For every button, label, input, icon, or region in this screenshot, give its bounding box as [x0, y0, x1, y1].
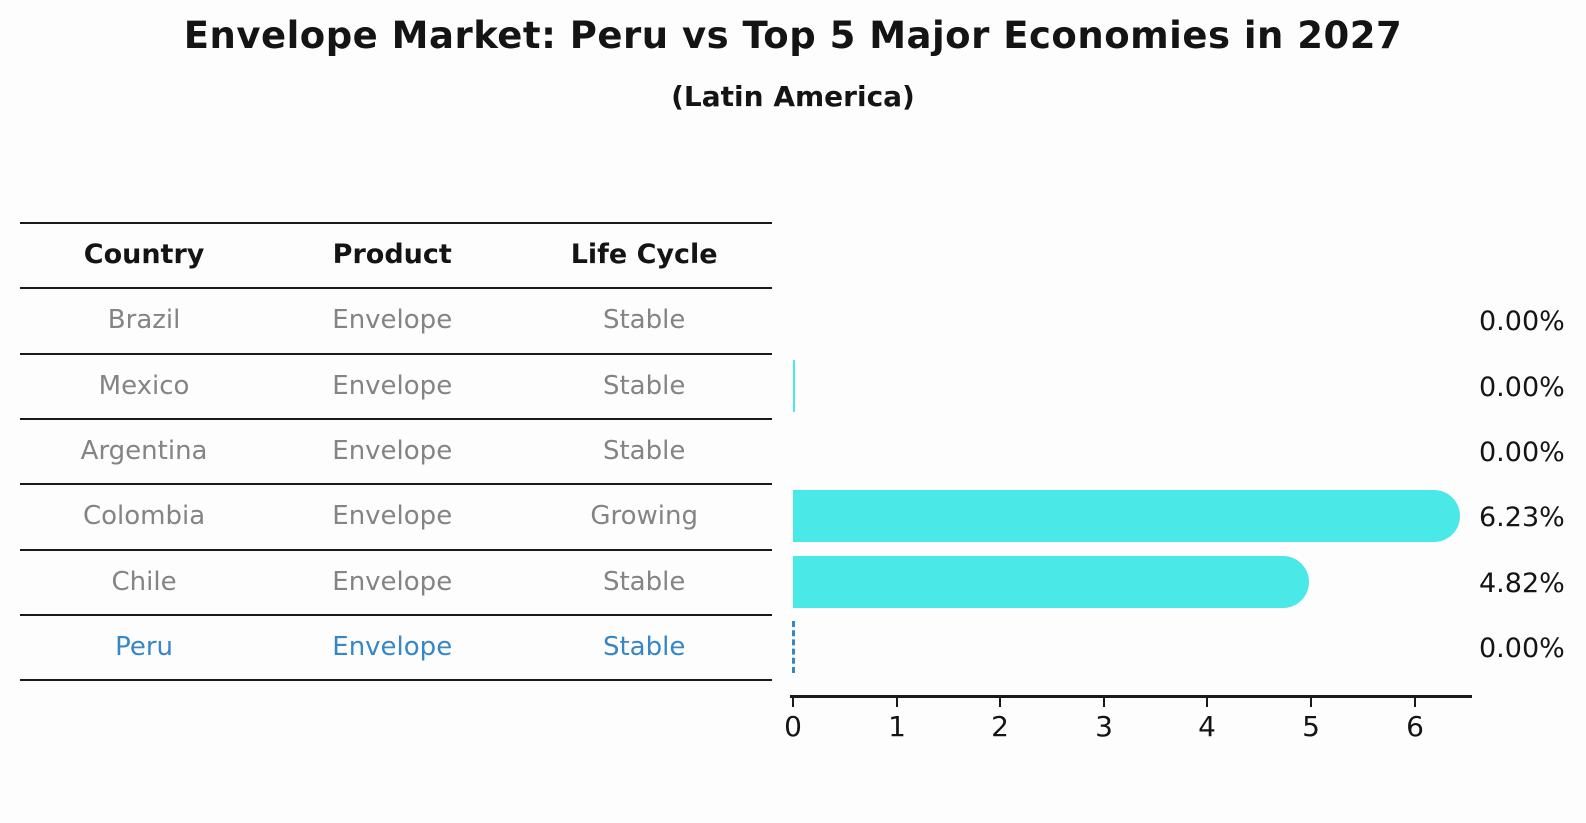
cell-country: Peru [115, 632, 174, 662]
table-rule [20, 483, 772, 485]
table-rule [20, 222, 772, 224]
table-rule [20, 614, 772, 616]
value-label: 0.00% [1479, 437, 1565, 468]
cell-country: Colombia [82, 501, 206, 531]
header-life-cycle: Life Cycle [570, 239, 718, 270]
x-axis-tick [896, 698, 898, 707]
x-axis-tick [1310, 698, 1312, 707]
bar-colombia [793, 490, 1460, 542]
x-axis-tick-label: 6 [1406, 710, 1424, 743]
value-label: 0.00% [1479, 372, 1565, 403]
x-axis-tick [1103, 698, 1105, 707]
bar-mexico [793, 360, 795, 412]
table-rule [20, 287, 772, 289]
bar-chile [793, 556, 1309, 608]
table-rule [20, 679, 772, 681]
table-row: Argentina Envelope Stable [20, 420, 772, 482]
header-country: Country [83, 239, 205, 270]
cell-product: Envelope [332, 371, 453, 401]
table-row: Brazil Envelope Stable [20, 289, 772, 351]
x-axis-tick [1414, 698, 1416, 707]
value-label: 0.00% [1479, 633, 1565, 664]
table-rule [20, 549, 772, 551]
cell-country: Brazil [107, 305, 181, 335]
cell-life-cycle: Growing [590, 501, 698, 531]
cell-life-cycle: Stable [602, 632, 686, 662]
cell-country: Mexico [98, 371, 190, 401]
x-axis-tick-label: 3 [1095, 710, 1113, 743]
x-axis-tick-label: 0 [784, 710, 802, 743]
value-label: 0.00% [1479, 306, 1565, 337]
cell-life-cycle: Stable [602, 567, 686, 597]
cell-product: Envelope [332, 632, 453, 662]
x-axis-tick [999, 698, 1001, 707]
x-axis-tick-label: 5 [1302, 710, 1320, 743]
chart-subtitle: (Latin America) [671, 80, 915, 113]
cell-country: Chile [111, 567, 177, 597]
cell-country: Argentina [80, 436, 208, 466]
cell-life-cycle: Stable [602, 371, 686, 401]
table-row: Peru Envelope Stable [20, 616, 772, 678]
bar-peru [792, 621, 795, 673]
cell-product: Envelope [332, 305, 453, 335]
chart-title: Envelope Market: Peru vs Top 5 Major Eco… [183, 14, 1403, 57]
x-axis-tick-label: 1 [888, 710, 906, 743]
x-axis-tick-label: 4 [1198, 710, 1216, 743]
cell-product: Envelope [332, 501, 453, 531]
value-label: 4.82% [1479, 568, 1565, 599]
x-axis-tick [1206, 698, 1208, 707]
x-axis-tick [792, 698, 794, 707]
table-rule [20, 418, 772, 420]
table-row: Mexico Envelope Stable [20, 355, 772, 417]
table-rule [20, 353, 772, 355]
x-axis-tick-label: 2 [991, 710, 1009, 743]
header-product: Product [332, 239, 452, 270]
cell-life-cycle: Stable [602, 436, 686, 466]
cell-product: Envelope [332, 567, 453, 597]
cell-life-cycle: Stable [602, 305, 686, 335]
table-row: Chile Envelope Stable [20, 551, 772, 613]
table-header-row: Country Product Life Cycle [20, 224, 772, 285]
table-row: Colombia Envelope Growing [20, 485, 772, 547]
cell-product: Envelope [332, 436, 453, 466]
x-axis-line [790, 695, 1472, 698]
value-label: 6.23% [1479, 502, 1565, 533]
